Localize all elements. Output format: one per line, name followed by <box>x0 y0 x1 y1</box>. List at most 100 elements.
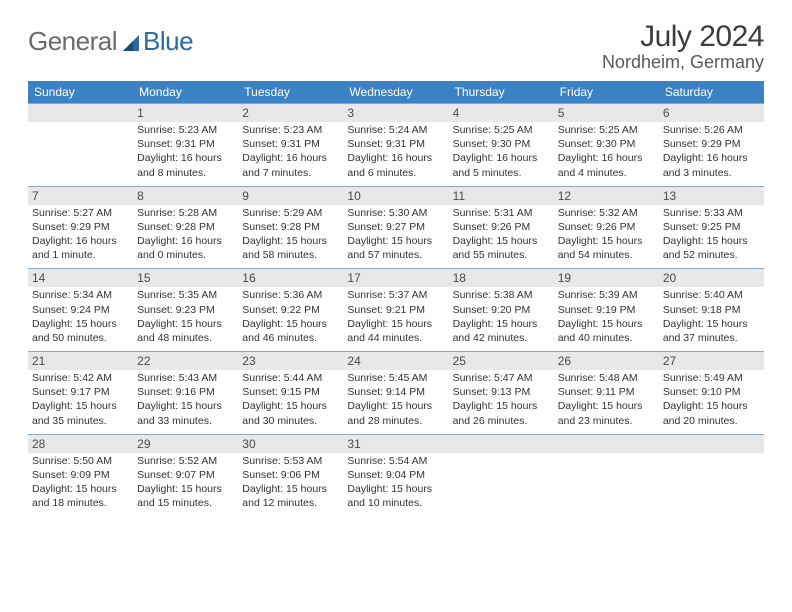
day-info-line: and 0 minutes. <box>137 248 234 262</box>
day-info-line: Sunrise: 5:43 AM <box>137 371 234 385</box>
day-number: 28 <box>28 435 133 453</box>
day-number: 24 <box>343 352 448 370</box>
calendar-day-cell: 6Sunrise: 5:26 AMSunset: 9:29 PMDaylight… <box>659 104 764 187</box>
day-info-line: Daylight: 16 hours <box>347 151 444 165</box>
calendar-table: Sunday Monday Tuesday Wednesday Thursday… <box>28 81 764 516</box>
day-info-line: and 5 minutes. <box>453 166 550 180</box>
day-info-line: Sunset: 9:29 PM <box>32 220 129 234</box>
day-number: 29 <box>133 435 238 453</box>
day-info-line: Sunrise: 5:26 AM <box>663 123 760 137</box>
day-info-line: Daylight: 15 hours <box>453 317 550 331</box>
day-number: 15 <box>133 269 238 287</box>
day-info-line: Sunset: 9:07 PM <box>137 468 234 482</box>
day-info: Sunrise: 5:43 AMSunset: 9:16 PMDaylight:… <box>133 370 238 434</box>
calendar-day-cell: 20Sunrise: 5:40 AMSunset: 9:18 PMDayligh… <box>659 269 764 352</box>
day-info-line: Daylight: 16 hours <box>137 234 234 248</box>
day-info-line: Sunrise: 5:33 AM <box>663 206 760 220</box>
day-info-line: Sunset: 9:25 PM <box>663 220 760 234</box>
day-number <box>659 435 764 453</box>
calendar-day-cell: 19Sunrise: 5:39 AMSunset: 9:19 PMDayligh… <box>554 269 659 352</box>
day-info: Sunrise: 5:27 AMSunset: 9:29 PMDaylight:… <box>28 205 133 269</box>
day-info: Sunrise: 5:32 AMSunset: 9:26 PMDaylight:… <box>554 205 659 269</box>
day-info-line: Sunset: 9:26 PM <box>453 220 550 234</box>
day-info-line: Sunrise: 5:23 AM <box>242 123 339 137</box>
day-info: Sunrise: 5:35 AMSunset: 9:23 PMDaylight:… <box>133 287 238 351</box>
day-number: 5 <box>554 104 659 122</box>
day-info-line: and 10 minutes. <box>347 496 444 510</box>
day-info-line: Sunset: 9:15 PM <box>242 385 339 399</box>
day-number: 31 <box>343 435 448 453</box>
day-info-line: Sunrise: 5:24 AM <box>347 123 444 137</box>
day-info: Sunrise: 5:48 AMSunset: 9:11 PMDaylight:… <box>554 370 659 434</box>
weekday-header: Sunday <box>28 81 133 104</box>
calendar-day-cell: 30Sunrise: 5:53 AMSunset: 9:06 PMDayligh… <box>238 434 343 516</box>
weekday-header: Tuesday <box>238 81 343 104</box>
day-info-line: Sunrise: 5:52 AM <box>137 454 234 468</box>
day-info-line: Daylight: 15 hours <box>242 317 339 331</box>
day-number <box>28 104 133 122</box>
calendar-day-cell: 17Sunrise: 5:37 AMSunset: 9:21 PMDayligh… <box>343 269 448 352</box>
day-info-line: Sunrise: 5:42 AM <box>32 371 129 385</box>
day-info-line: Sunset: 9:09 PM <box>32 468 129 482</box>
day-info-line: Sunrise: 5:38 AM <box>453 288 550 302</box>
day-info-line: Sunrise: 5:27 AM <box>32 206 129 220</box>
day-info-line: Daylight: 15 hours <box>558 399 655 413</box>
day-number: 22 <box>133 352 238 370</box>
brand-logo: General Blue <box>28 26 193 57</box>
day-info-line: Sunset: 9:17 PM <box>32 385 129 399</box>
day-info-line: Daylight: 15 hours <box>347 234 444 248</box>
day-info-line: Sunset: 9:26 PM <box>558 220 655 234</box>
day-info-line: Sunrise: 5:47 AM <box>453 371 550 385</box>
calendar-day-cell: 22Sunrise: 5:43 AMSunset: 9:16 PMDayligh… <box>133 352 238 435</box>
day-info-line: and 44 minutes. <box>347 331 444 345</box>
day-info: Sunrise: 5:24 AMSunset: 9:31 PMDaylight:… <box>343 122 448 186</box>
calendar-day-cell: 1Sunrise: 5:23 AMSunset: 9:31 PMDaylight… <box>133 104 238 187</box>
calendar-week-row: 14Sunrise: 5:34 AMSunset: 9:24 PMDayligh… <box>28 269 764 352</box>
day-number: 7 <box>28 187 133 205</box>
brand-word-1: General <box>28 26 117 57</box>
day-info-line: Sunrise: 5:39 AM <box>558 288 655 302</box>
day-info-line: Sunset: 9:31 PM <box>347 137 444 151</box>
day-number <box>554 435 659 453</box>
day-info: Sunrise: 5:49 AMSunset: 9:10 PMDaylight:… <box>659 370 764 434</box>
day-info-line: Daylight: 15 hours <box>32 399 129 413</box>
day-info-line: Sunset: 9:24 PM <box>32 303 129 317</box>
day-info: Sunrise: 5:26 AMSunset: 9:29 PMDaylight:… <box>659 122 764 186</box>
day-info-line: Daylight: 15 hours <box>347 482 444 496</box>
day-number: 11 <box>449 187 554 205</box>
day-info-line: and 50 minutes. <box>32 331 129 345</box>
calendar-day-cell: 13Sunrise: 5:33 AMSunset: 9:25 PMDayligh… <box>659 186 764 269</box>
calendar-day-cell: 31Sunrise: 5:54 AMSunset: 9:04 PMDayligh… <box>343 434 448 516</box>
calendar-day-cell: 7Sunrise: 5:27 AMSunset: 9:29 PMDaylight… <box>28 186 133 269</box>
calendar-day-cell: 24Sunrise: 5:45 AMSunset: 9:14 PMDayligh… <box>343 352 448 435</box>
weekday-header: Wednesday <box>343 81 448 104</box>
calendar-day-cell: 23Sunrise: 5:44 AMSunset: 9:15 PMDayligh… <box>238 352 343 435</box>
day-number: 20 <box>659 269 764 287</box>
day-info-line: Daylight: 15 hours <box>242 234 339 248</box>
calendar-day-cell: 12Sunrise: 5:32 AMSunset: 9:26 PMDayligh… <box>554 186 659 269</box>
calendar-day-cell: 2Sunrise: 5:23 AMSunset: 9:31 PMDaylight… <box>238 104 343 187</box>
day-info: Sunrise: 5:50 AMSunset: 9:09 PMDaylight:… <box>28 453 133 517</box>
day-info-line: and 37 minutes. <box>663 331 760 345</box>
calendar-day-cell: 8Sunrise: 5:28 AMSunset: 9:28 PMDaylight… <box>133 186 238 269</box>
day-info-line: Sunset: 9:10 PM <box>663 385 760 399</box>
header: General Blue July 2024 Nordheim, Germany <box>28 20 764 73</box>
day-info-line: and 40 minutes. <box>558 331 655 345</box>
day-info-line: and 15 minutes. <box>137 496 234 510</box>
day-number: 26 <box>554 352 659 370</box>
calendar-day-cell <box>659 434 764 516</box>
calendar-day-cell: 29Sunrise: 5:52 AMSunset: 9:07 PMDayligh… <box>133 434 238 516</box>
day-info: Sunrise: 5:44 AMSunset: 9:15 PMDaylight:… <box>238 370 343 434</box>
title-block: July 2024 Nordheim, Germany <box>602 20 764 73</box>
calendar-day-cell: 11Sunrise: 5:31 AMSunset: 9:26 PMDayligh… <box>449 186 554 269</box>
day-info: Sunrise: 5:37 AMSunset: 9:21 PMDaylight:… <box>343 287 448 351</box>
day-info-line: Sunset: 9:31 PM <box>242 137 339 151</box>
day-info: Sunrise: 5:23 AMSunset: 9:31 PMDaylight:… <box>133 122 238 186</box>
day-info: Sunrise: 5:25 AMSunset: 9:30 PMDaylight:… <box>554 122 659 186</box>
calendar-week-row: 7Sunrise: 5:27 AMSunset: 9:29 PMDaylight… <box>28 186 764 269</box>
day-info-line: and 52 minutes. <box>663 248 760 262</box>
day-info-line: Sunrise: 5:45 AM <box>347 371 444 385</box>
day-info-line: Sunrise: 5:48 AM <box>558 371 655 385</box>
day-info-line: Sunset: 9:14 PM <box>347 385 444 399</box>
day-info-line: Daylight: 16 hours <box>242 151 339 165</box>
